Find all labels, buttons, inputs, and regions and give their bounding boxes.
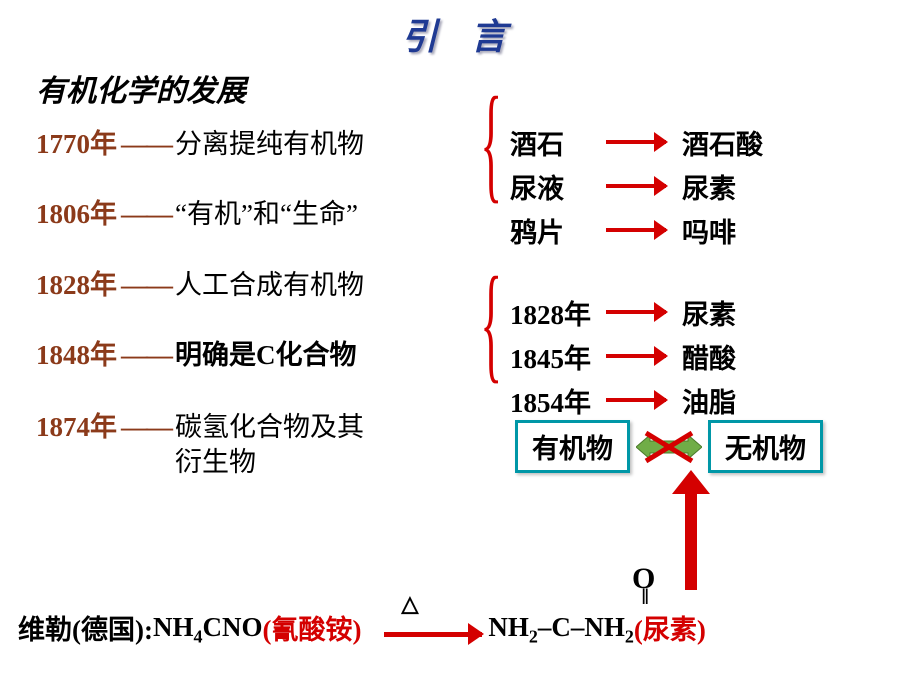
- desc: 碳氢化合物及其衍生物: [175, 410, 364, 480]
- heat-symbol: △: [401, 591, 418, 617]
- group-row: 尿液 尿素: [510, 164, 763, 208]
- slide-subtitle: 有机化学的发展: [36, 66, 890, 110]
- group-row: 酒石 酒石酸: [510, 120, 763, 164]
- dst: 尿素: [682, 293, 736, 332]
- arrow-icon: [606, 140, 666, 144]
- dash: ——: [121, 198, 171, 230]
- brace-icon: {: [480, 248, 502, 398]
- group-synthesis: 1828年 尿素 1845年 醋酸 1854年 油脂: [510, 290, 736, 422]
- reactant-name: (氰酸铵): [262, 608, 361, 647]
- year-cn: 年: [90, 339, 117, 371]
- dash: ——: [121, 411, 171, 443]
- dash: ——: [121, 339, 171, 371]
- year-cn: 年: [90, 269, 117, 301]
- year: 1828: [36, 269, 90, 301]
- equation: 维勒(德国): NH4CNO (氰酸铵) △ NH2–C–NH2 (尿素): [18, 608, 706, 647]
- group-row: 1845年 醋酸: [510, 334, 736, 378]
- author-label: 维勒(德国):: [18, 608, 153, 647]
- reaction-arrow-icon: [384, 632, 482, 637]
- timeline-row: 1828年 —— 人工合成有机物: [36, 269, 890, 301]
- desc: 分离提纯有机物: [175, 128, 364, 160]
- src: 1828年: [510, 293, 600, 332]
- box-inorganic: 无机物: [708, 420, 823, 473]
- brace-icon: {: [480, 68, 502, 218]
- group-row: 1828年 尿素: [510, 290, 736, 334]
- group-row: 鸦片 吗啡: [510, 208, 763, 252]
- year-cn: 年: [90, 411, 117, 443]
- year: 1874: [36, 411, 90, 443]
- oxygen-double-bond: O ‖: [632, 568, 655, 604]
- desc: “有机”和“生命”: [175, 198, 358, 230]
- timeline-row: 1848年 —— 明确是C化合物: [36, 339, 890, 371]
- arrow-icon: [606, 310, 666, 314]
- dash: ——: [121, 269, 171, 301]
- group-extraction: 酒石 酒石酸 尿液 尿素 鸦片 吗啡: [510, 120, 763, 252]
- reactant-formula: NH4CNO: [153, 612, 263, 647]
- double-arrow-cross-icon: [636, 429, 702, 465]
- src: 酒石: [510, 123, 600, 162]
- arrow-icon: [606, 354, 666, 358]
- year-cn: 年: [90, 198, 117, 230]
- src: 尿液: [510, 167, 600, 206]
- year: 1806: [36, 198, 90, 230]
- desc: 明确是C化合物: [175, 339, 357, 371]
- dst: 酒石酸: [682, 123, 763, 162]
- up-arrow-icon: [676, 470, 706, 590]
- arrow-icon: [606, 398, 666, 402]
- year: 1770: [36, 128, 90, 160]
- desc: 人工合成有机物: [175, 269, 364, 301]
- src: 1845年: [510, 337, 600, 376]
- year-cn: 年: [90, 128, 117, 160]
- slide-title: 引 言: [30, 8, 890, 60]
- dst: 油脂: [682, 381, 736, 420]
- year: 1848: [36, 339, 90, 371]
- src: 1854年: [510, 381, 600, 420]
- product-name: (尿素): [634, 608, 706, 647]
- organic-inorganic-row: 有机物 无机物: [515, 420, 823, 473]
- arrow-icon: [606, 228, 666, 232]
- arrow-icon: [606, 184, 666, 188]
- dash: ——: [121, 128, 171, 160]
- dst: 吗啡: [682, 211, 736, 250]
- dst: 醋酸: [682, 337, 736, 376]
- box-organic: 有机物: [515, 420, 630, 473]
- product-formula: NH2–C–NH2: [488, 612, 634, 647]
- group-row: 1854年 油脂: [510, 378, 736, 422]
- src: 鸦片: [510, 211, 600, 250]
- dst: 尿素: [682, 167, 736, 206]
